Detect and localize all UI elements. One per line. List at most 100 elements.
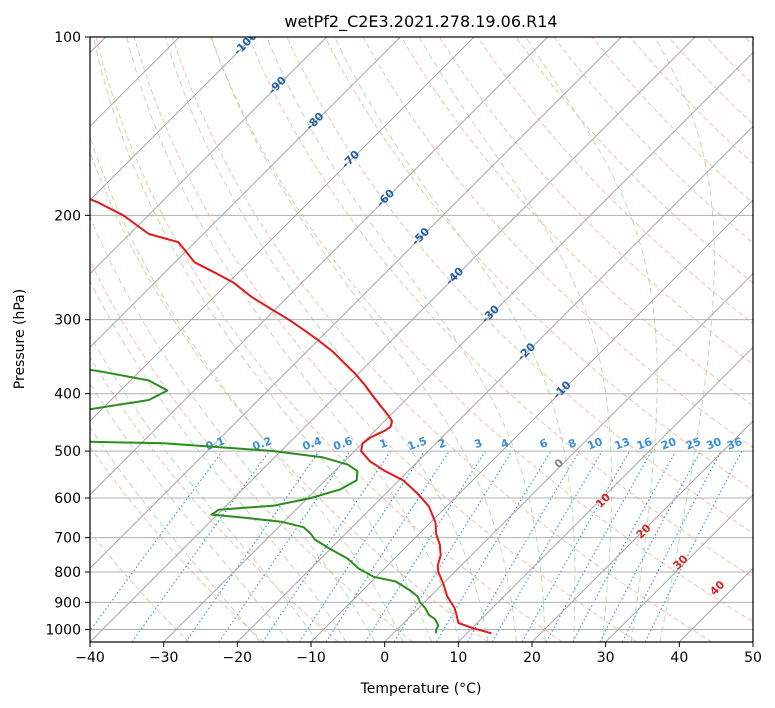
- moist-adiabat: [90, 426, 261, 642]
- y-tick-label: 700: [54, 531, 81, 547]
- series-layer: [90, 198, 492, 635]
- dry-adiabat: [171, 37, 712, 642]
- isotherm: [90, 37, 696, 642]
- moist-adiabat: [210, 37, 517, 642]
- mixing-ratio-label: 6: [538, 436, 550, 451]
- plot-frame: [89, 36, 754, 643]
- background-lines: [90, 37, 753, 642]
- moist-adiabat: [90, 135, 404, 642]
- y-axis-ticks: 100 200 300 400 500 600 700 800 900 1000: [45, 30, 90, 638]
- x-tick-label: −40: [75, 650, 105, 666]
- moist-adiabat: [90, 382, 290, 642]
- moist-adiabat: [164, 37, 489, 642]
- dry-adiabat: [90, 531, 190, 642]
- mixing-ratio-line: [131, 450, 270, 642]
- mixing-ratio-label: 4: [499, 436, 511, 451]
- y-tick-label: 400: [54, 387, 81, 403]
- mixing-ratio-line: [521, 450, 630, 642]
- x-tick-label: −30: [149, 650, 179, 666]
- dry-adiabat: [210, 37, 753, 623]
- mixing-ratio-line: [185, 450, 320, 642]
- mixing-ratio-label: 0.6: [332, 434, 355, 453]
- mixing-ratio-label: 0.1: [204, 434, 227, 453]
- temperature-line: [90, 198, 492, 635]
- mixing-ratio-line: [218, 450, 351, 642]
- x-tick-label: −20: [223, 650, 253, 666]
- y-tick-label: 800: [54, 565, 81, 581]
- mixing-ratio-label: 10: [586, 435, 605, 453]
- x-tick-label: −10: [296, 650, 326, 666]
- isotherm: [457, 346, 753, 642]
- isotherm: [90, 37, 475, 422]
- grid-lines: [90, 37, 753, 642]
- y-axis-label: Pressure (hPa): [12, 289, 28, 389]
- dry-adiabat: [95, 37, 563, 642]
- x-axis-label: Temperature (°C): [360, 681, 482, 697]
- dry-adiabat: [90, 356, 339, 642]
- isotherm: [90, 37, 401, 349]
- mixing-ratio-line: [262, 450, 392, 642]
- mixing-ratio-label: 13: [613, 435, 632, 452]
- x-tick-label: 10: [449, 650, 467, 666]
- x-tick-label: 50: [744, 650, 762, 666]
- mixing-ratio-line: [545, 450, 653, 642]
- moist-adiabat: [266, 37, 546, 642]
- isotherm: [531, 420, 753, 642]
- y-tick-label: 600: [54, 491, 81, 507]
- y-tick-label: 300: [54, 313, 81, 329]
- chart-title: wetPf2_C2E3.2021.278.19.06.R14: [284, 12, 557, 32]
- mixing-ratio-line: [644, 450, 743, 642]
- x-axis-ticks: −40 −30 −20 −10 0 10 20 30 40 50: [75, 642, 762, 666]
- mixing-ratio-label: 8: [566, 436, 578, 451]
- y-tick-label: 900: [54, 595, 81, 611]
- dry-adiabat: [248, 37, 753, 578]
- isotherm: [310, 199, 753, 642]
- mixing-ratio-label: 25: [684, 435, 703, 452]
- dry-adiabat: [133, 37, 638, 642]
- mixing-ratio-label: 0.2: [251, 434, 274, 453]
- x-tick-label: 30: [597, 650, 615, 666]
- mixing-ratio-label: 1.5: [406, 434, 429, 453]
- mixing-ratio-label: 16: [635, 435, 654, 453]
- mixing-ratio-label: 2: [436, 436, 448, 451]
- mixing-ratio-line: [325, 450, 450, 642]
- mixing-ratio-label: 1: [378, 436, 390, 451]
- mixing-ratio-line: [393, 450, 513, 642]
- moist-adiabat: [525, 37, 658, 642]
- isotherm: [90, 37, 254, 201]
- dewpoint-line: [90, 368, 440, 634]
- isotherm: [236, 125, 753, 642]
- mixing-ratio-label: 20: [659, 435, 678, 453]
- x-tick-label: 40: [670, 650, 688, 666]
- mixing-ratio-line: [572, 450, 677, 642]
- isotherm: [163, 51, 753, 642]
- isotherm: [605, 493, 753, 642]
- x-tick-label: 20: [523, 650, 541, 666]
- dry-adiabat: [324, 37, 753, 491]
- y-tick-label: 200: [54, 208, 81, 224]
- moist-adiabat: [90, 334, 319, 642]
- moist-adiabat: [654, 37, 715, 642]
- dry-adiabat: [90, 445, 264, 642]
- moist-adiabat: [418, 37, 613, 642]
- dry-adiabat: [515, 37, 753, 284]
- dry-adiabat: [90, 150, 488, 642]
- dry-adiabat: [438, 37, 753, 366]
- mixing-ratio-line: [90, 450, 223, 632]
- y-tick-label: 500: [54, 444, 81, 460]
- mixing-ratio-line: [298, 450, 425, 642]
- isotherm: [384, 272, 753, 642]
- mixing-ratio-label: 0.4: [301, 434, 324, 453]
- y-tick-label: 100: [54, 30, 81, 46]
- moist-adiabat: [90, 215, 376, 642]
- moist-adiabat: [92, 37, 432, 642]
- moist-adiabat: [126, 37, 461, 642]
- isotherm: [90, 37, 328, 275]
- mixing-ratio-label: 30: [704, 435, 723, 453]
- moist-adiabat: [334, 37, 576, 642]
- isotherm: [90, 37, 549, 496]
- mixing-ratio-label: 3: [472, 436, 484, 451]
- dry-adiabat: [400, 37, 753, 407]
